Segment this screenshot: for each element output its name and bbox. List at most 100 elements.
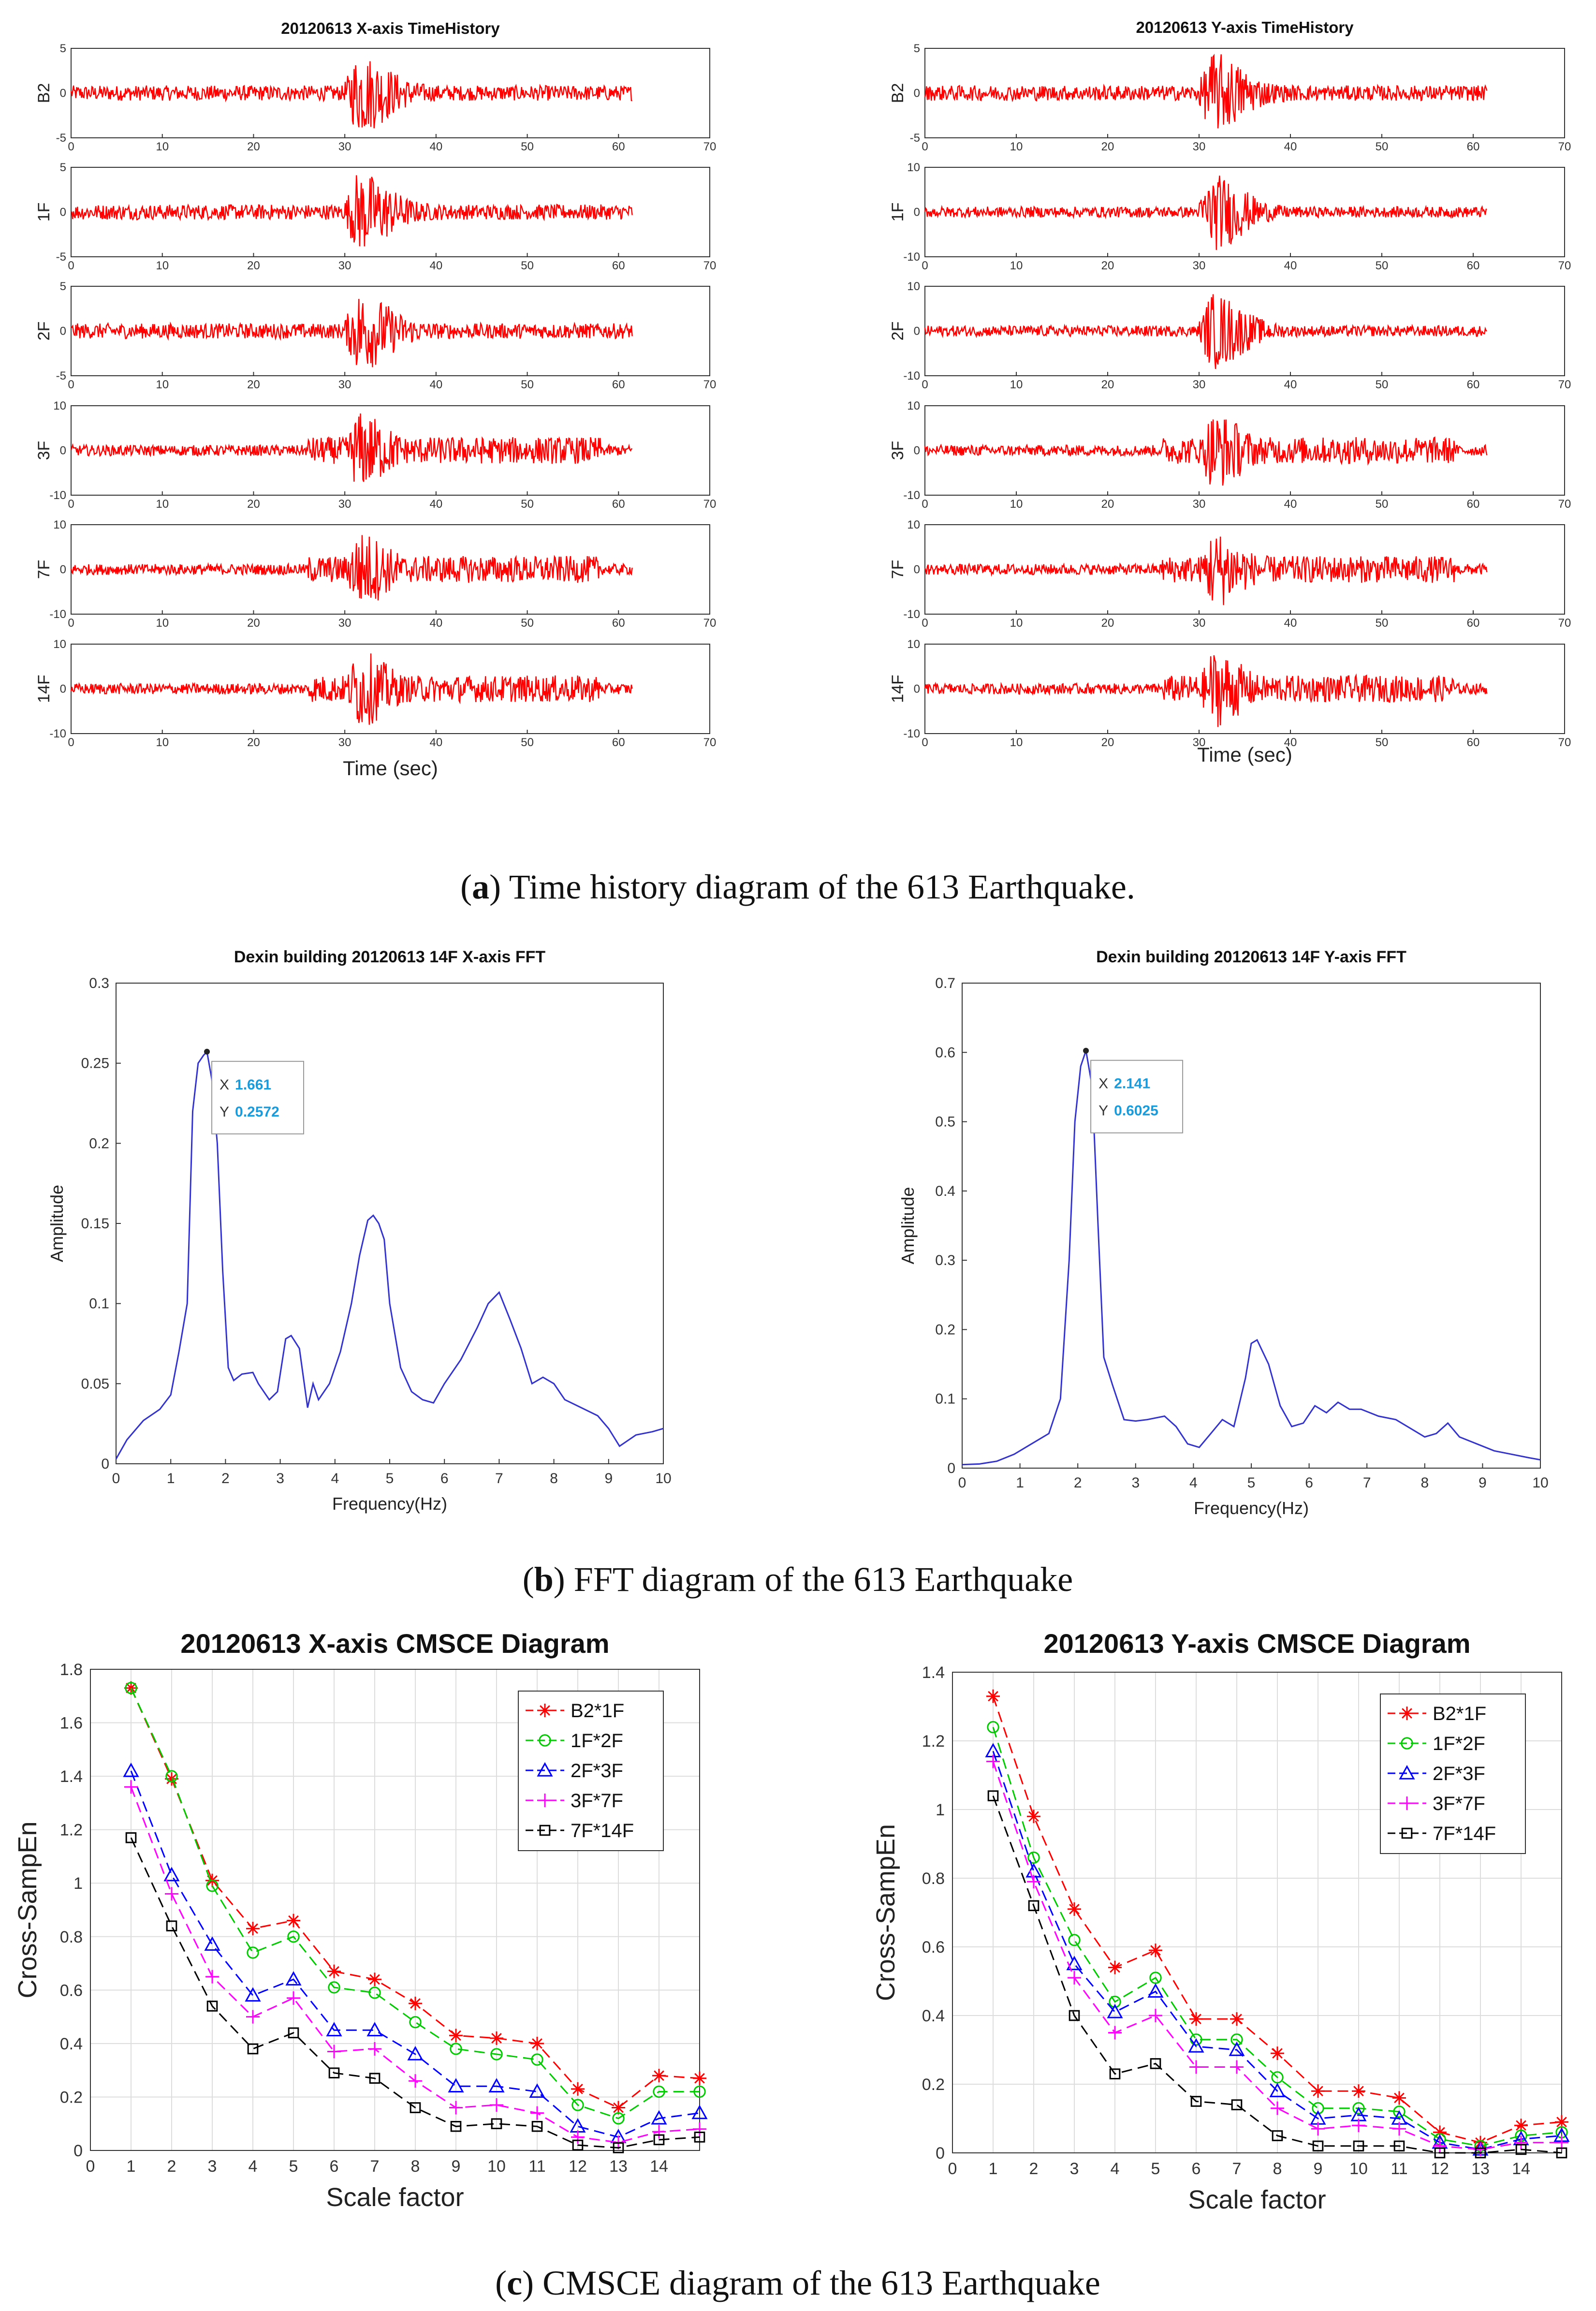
data-point-marker: [1311, 2122, 1325, 2136]
x-tick-label: 40: [1284, 140, 1297, 153]
subplot-ylabel: 3F: [889, 441, 907, 460]
data-point-marker: [1393, 2105, 1406, 2118]
subplot-ylabel: 7F: [889, 560, 907, 579]
data-point-marker: [1271, 2071, 1284, 2084]
y-tick-label: 0: [101, 1456, 109, 1472]
y-tick-label: 0: [60, 683, 66, 696]
data-point-marker: [287, 1930, 300, 1943]
marker-stroke: [1150, 1945, 1161, 1956]
data-point-marker: [368, 1987, 381, 1999]
x-tick-label: 30: [338, 617, 351, 630]
marker-stroke: [248, 1923, 258, 1934]
marker-stroke: [1516, 2120, 1526, 2131]
x-tick-label: 50: [1376, 378, 1389, 391]
marker-stroke: [166, 1773, 177, 1784]
data-point-marker: [1433, 2139, 1447, 2153]
x-tick-label: 50: [521, 736, 534, 749]
y-tick-label: 0.2: [89, 1135, 109, 1151]
data-point-marker: [694, 2132, 705, 2143]
time-history-title: 20120613 Y-axis TimeHistory: [1136, 18, 1354, 36]
data-point-marker: [125, 1832, 137, 1843]
data-point-marker: [986, 1689, 1000, 1703]
x-tick-label: 20: [1101, 498, 1114, 511]
legend-item: 2F*3F: [1388, 1763, 1485, 1784]
y-tick-label: -10: [903, 250, 920, 264]
legend-swatch-marker: [1400, 1707, 1414, 1720]
y-tick-label: 0.5: [935, 1114, 955, 1130]
y-tick-label: 0: [914, 87, 920, 100]
waveform-3f: [924, 419, 1488, 486]
y-tick-label: 0: [914, 563, 920, 576]
data-point-marker: [407, 2046, 424, 2061]
y-tick-label: -10: [903, 608, 920, 621]
y-tick-label: 10: [907, 161, 920, 174]
fft-x-panel: Dexin building 20120613 14F X-axis FFT 0 1…: [47, 948, 672, 1514]
data-point-marker: [369, 2073, 381, 2084]
data-point-marker: [1108, 1960, 1122, 1974]
data-point-marker: [366, 2022, 383, 2036]
x-tick-label: 70: [703, 498, 717, 511]
data-point-marker: [368, 1972, 381, 1987]
data-point-marker: [165, 1770, 178, 1782]
data-point-marker: [1515, 2144, 1527, 2155]
data-point-marker: [1027, 1851, 1040, 1864]
data-point-marker: [247, 2043, 259, 2055]
cmsce-title: 20120613 Y-axis CMSCE Diagram: [1043, 1628, 1470, 1659]
x-tick-label: 2: [1074, 1475, 1082, 1491]
x-tick-label: 70: [1558, 736, 1571, 749]
data-point-marker: [1068, 1902, 1081, 1916]
x-tick-label: 70: [1558, 140, 1571, 153]
x-tick-label: 0: [922, 736, 928, 749]
x-tick-label: 70: [1558, 617, 1571, 630]
legend-item: 2F*3F: [526, 1760, 623, 1781]
x-tick-label: 70: [703, 617, 717, 630]
y-tick-label: 10: [53, 518, 66, 531]
waveform-b2: [924, 54, 1488, 129]
x-tick-label: 30: [338, 378, 351, 391]
y-tick-label: -10: [49, 489, 66, 502]
data-point-marker: [1352, 2119, 1365, 2133]
x-tick-label: 60: [612, 498, 625, 511]
data-point-marker: [1231, 2099, 1243, 2110]
x-tick-label: 5: [289, 2157, 298, 2176]
data-point-marker: [450, 2120, 462, 2132]
x-tick-label: 70: [1558, 498, 1571, 511]
data-point-marker: [410, 2102, 421, 2113]
x-axis-label: Scale factor: [326, 2183, 464, 2212]
data-point-marker: [653, 2134, 665, 2146]
x-tick-label: 70: [703, 736, 717, 749]
y-tick-label: 1: [936, 1801, 945, 1819]
legend: B2*1F 1F*2F 2F*3F 3F*7F 7F*14F: [1380, 1693, 1526, 1854]
y-tick-label: 0: [60, 325, 66, 338]
datatip: X 1.661 Y 0.2572: [211, 1060, 305, 1134]
x-tick-label: 1: [1016, 1475, 1024, 1491]
data-point-marker: [326, 2022, 342, 2036]
y-tick-label: 0.3: [89, 975, 109, 991]
subplot-ylabel: 3F: [35, 441, 53, 460]
x-tick-label: 5: [1247, 1475, 1256, 1491]
y-tick-label: 0: [73, 2142, 83, 2160]
y-tick-label: 1.4: [922, 1663, 945, 1682]
legend-label: 7F*14F: [571, 1820, 634, 1841]
legend-item: B2*1F: [1388, 1703, 1486, 1724]
x-tick-label: 20: [247, 259, 260, 272]
x-tick-label: 10: [1010, 378, 1023, 391]
y-tick-label: 1.2: [60, 1821, 83, 1840]
waveform-b2: [70, 61, 632, 129]
y-tick-label: 0.25: [81, 1056, 109, 1072]
data-point-marker: [205, 1970, 219, 1984]
y-tick-label: -5: [56, 132, 66, 145]
data-point-marker: [653, 2085, 665, 2098]
data-point-marker: [612, 2101, 625, 2115]
x-tick-label: 2: [167, 2157, 176, 2176]
data-point-marker: [1107, 2003, 1123, 2018]
marker-stroke: [491, 2032, 502, 2044]
marker-stroke: [532, 2038, 542, 2049]
marker-stroke: [654, 2070, 664, 2081]
data-point-marker: [987, 1721, 999, 1734]
